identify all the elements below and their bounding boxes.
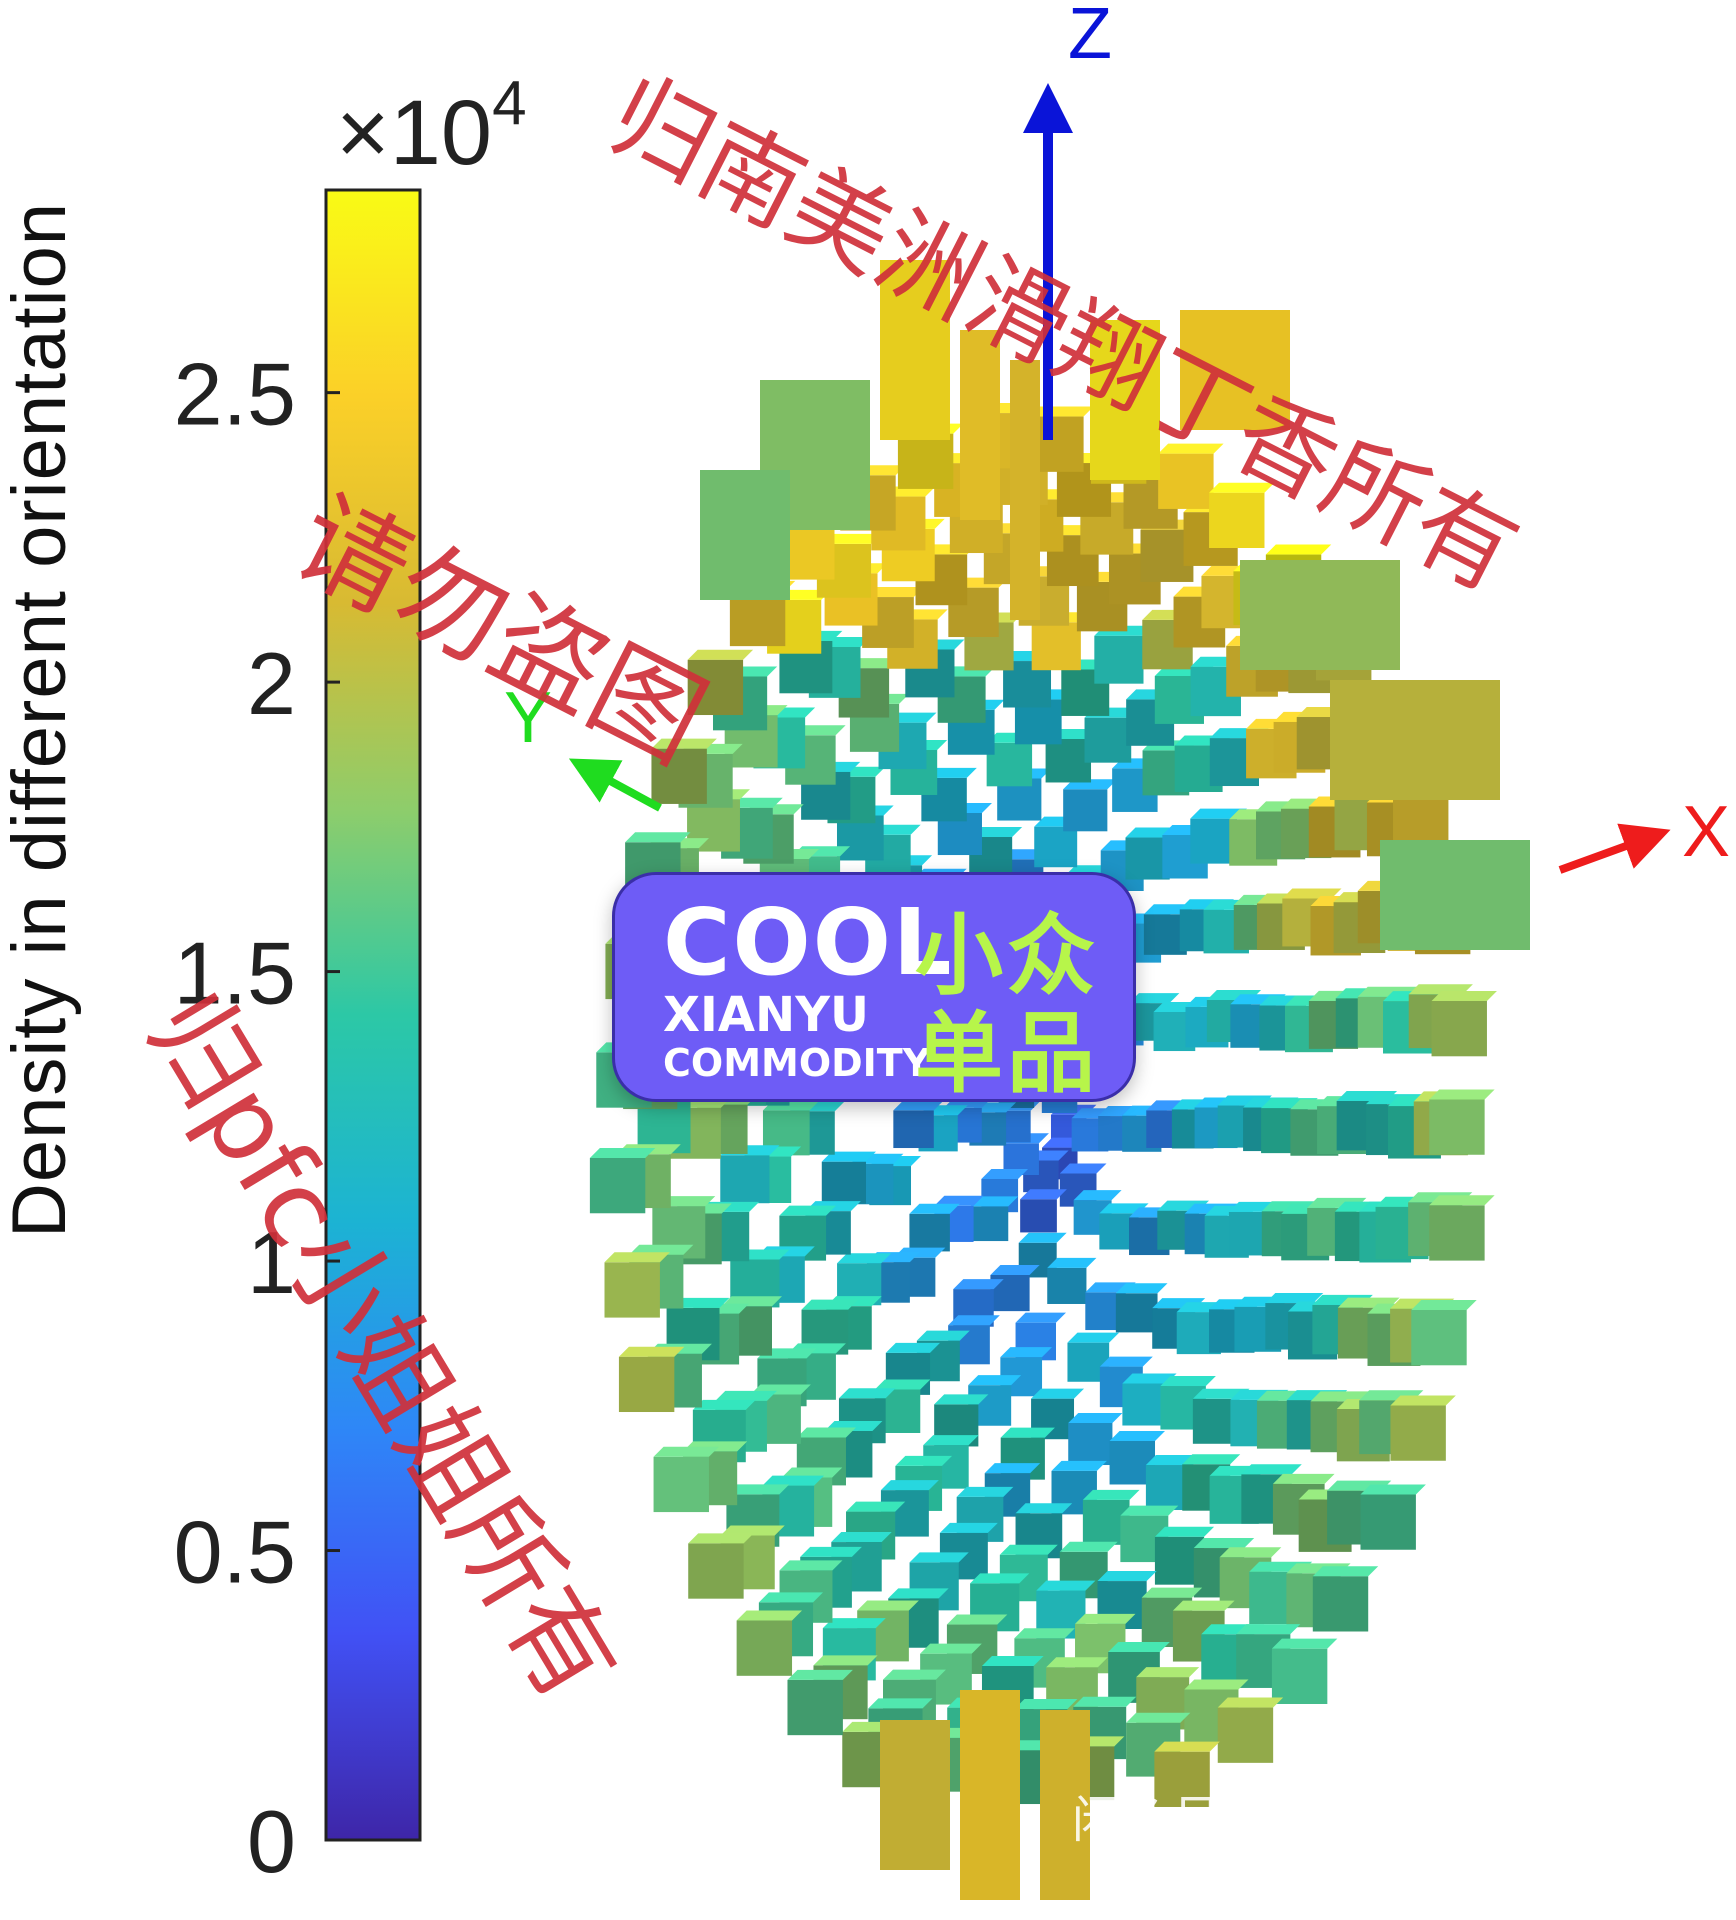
density-bar [893, 1100, 944, 1149]
watermark-xianyu-id: 闲鱼号：南美洲滑翔丁香 [1072, 1791, 1622, 1849]
colorbar-tick-label: 2 [247, 634, 296, 733]
density-bar [821, 1151, 876, 1204]
density-bar [990, 1264, 1040, 1312]
density-bar [1390, 1395, 1456, 1461]
density-bar [1010, 360, 1040, 620]
density-bar [969, 827, 1023, 878]
xianyu-logo-icon: 闲鱼 [1502, 1668, 1662, 1768]
density-bar [1380, 840, 1530, 950]
density-bar [653, 1446, 719, 1513]
colorbar: 0 0.5 1 1.5 2 2.5 ×104 [174, 69, 527, 1891]
density-bar [970, 1196, 1019, 1242]
density-bar [880, 1720, 950, 1870]
density-bar [1209, 482, 1275, 548]
x-axis-label: X [1682, 792, 1730, 872]
badge-cn-line2: 单品 [915, 1002, 1100, 1105]
density-bar [1180, 310, 1290, 430]
density-bar [1240, 560, 1400, 670]
density-bar [589, 1147, 656, 1214]
colorbar-tick-label: 1 [247, 1213, 296, 1312]
density-bar [1271, 1638, 1338, 1704]
density-bar [1122, 1373, 1177, 1426]
density-bar [1190, 808, 1247, 864]
colorbar-tick-label: 0 [247, 1792, 296, 1891]
density-bar [909, 1203, 960, 1252]
density-bar [1158, 443, 1224, 509]
density-bar [1411, 1299, 1477, 1366]
colorbar-ticks: 0 0.5 1 1.5 2 2.5 [174, 345, 340, 1891]
density-bar [1431, 990, 1497, 1057]
density-bar [1115, 1283, 1168, 1333]
y-axis-label: Y [504, 678, 552, 758]
colorbar-tick-label: 2.5 [174, 345, 296, 444]
density-bar [1047, 1257, 1097, 1304]
density-bar [1040, 1710, 1090, 1900]
density-bar [880, 260, 950, 440]
density-bar [787, 1669, 853, 1736]
density-bar [736, 1610, 803, 1676]
z-axis-label: Z [1068, 0, 1112, 74]
axes-triad: Z X Y [504, 0, 1730, 874]
density-bar [1217, 1697, 1284, 1763]
colorbar-multiplier: ×104 [336, 69, 527, 184]
density-bar [1020, 1189, 1067, 1233]
density-bar [1125, 827, 1180, 880]
colorbar-tick-label: 1.5 [174, 924, 296, 1023]
density-bar [1068, 1412, 1123, 1466]
density-bar [1312, 1566, 1379, 1632]
x-axis-arrow [1558, 823, 1671, 874]
density-bar [720, 1145, 780, 1204]
density-bar [1063, 779, 1118, 832]
density-bar [1429, 1089, 1495, 1155]
colorbar-tick-label: 0.5 [174, 1503, 296, 1602]
badge-cn-line1: 小众 [915, 904, 1100, 1007]
density-bar [1360, 1484, 1426, 1550]
density-bar [1154, 1741, 1220, 1807]
cool-xianyu-badge: COOL XIANYU COMMODITY 小众 单品 [612, 872, 1136, 1105]
density-bar [651, 738, 717, 804]
badge-xianyu-text: XIANYU [663, 987, 869, 1043]
density-bar [688, 1533, 754, 1599]
density-bar [1330, 680, 1500, 800]
density-bar [687, 649, 754, 716]
density-bar [700, 470, 790, 600]
badge-cool-text: COOL [663, 889, 954, 996]
density-bar [1429, 1195, 1495, 1261]
y-axis-arrow [568, 758, 662, 812]
density-bar [960, 330, 1000, 520]
colorbar-gradient [324, 188, 422, 1842]
density-bar [604, 1252, 670, 1318]
density-bar [801, 1299, 859, 1355]
colorbar-label: Density in different orientation [0, 201, 82, 1239]
orientation-rose-3d [589, 260, 1530, 1900]
density-bar [618, 1346, 685, 1413]
density-bar [960, 1690, 1020, 1900]
density-bar [1090, 320, 1160, 480]
badge-commodity-text: COMMODITY [663, 1041, 931, 1085]
